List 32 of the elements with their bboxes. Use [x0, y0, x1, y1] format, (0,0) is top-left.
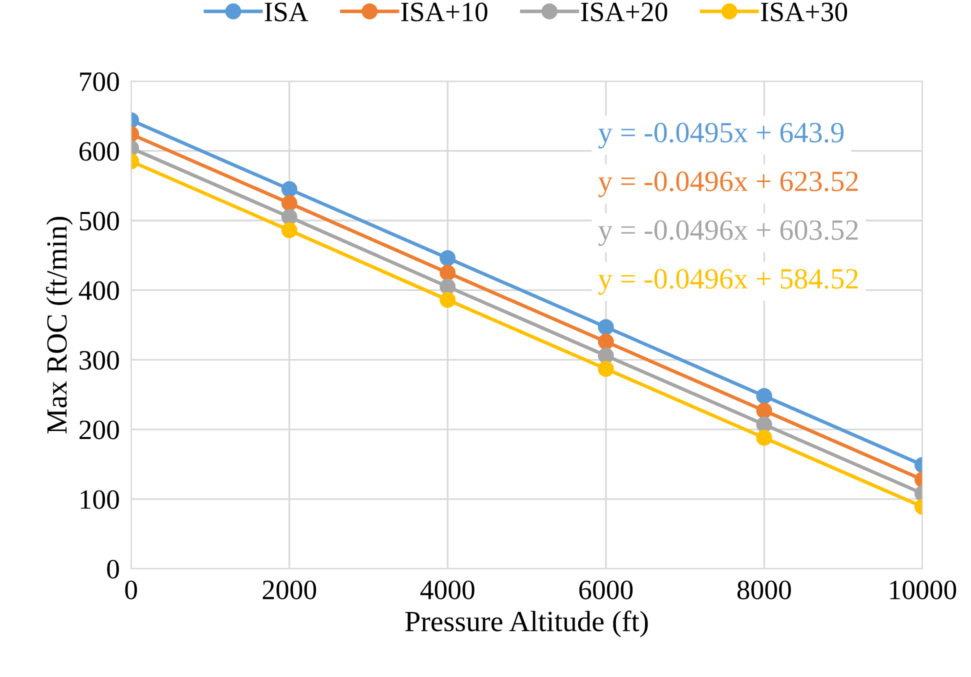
- point: [598, 319, 614, 336]
- point: [598, 348, 614, 364]
- y-tick-label: 100: [80, 490, 119, 509]
- annotation: y = -0.0496x + 623.52: [598, 172, 858, 198]
- y-tick-label: 700: [80, 72, 119, 92]
- y-tick-label: 500: [80, 212, 119, 230]
- x-tick-label: 4000: [420, 580, 474, 600]
- y-tick-label: 600: [80, 142, 119, 161]
- y-tick-label: 400: [78, 281, 119, 300]
- x-tick-label: 8000: [737, 580, 791, 600]
- y-tick-label: 300: [80, 350, 119, 370]
- point: [440, 278, 456, 295]
- point: [440, 292, 456, 308]
- point: [598, 334, 614, 350]
- point: [440, 264, 456, 281]
- y-axis-title: Max ROC (ft/min): [46, 216, 73, 434]
- legend-label: ISA: [264, 2, 308, 22]
- y-tick-label: 200: [80, 420, 119, 440]
- point: [440, 250, 456, 266]
- annotation: y = -0.0496x + 584.52: [598, 269, 858, 295]
- x-axis-title: Pressure Altitude (ft): [405, 610, 648, 638]
- legend-label: ISA+30: [760, 2, 848, 22]
- x-tick-label: 2000: [262, 580, 316, 600]
- point: [598, 360, 614, 377]
- legend-label: ISA+20: [581, 2, 668, 22]
- legend-label: ISA+10: [401, 2, 488, 22]
- x-tick-label: 10000: [890, 580, 956, 600]
- y-tick-label: 0: [107, 560, 119, 579]
- annotation: y = -0.0496x + 603.52: [598, 220, 858, 246]
- x-tick-label: 0: [125, 580, 137, 600]
- x-tick-label: 6000: [579, 580, 633, 600]
- annotation: y = -0.0495x + 643.9: [598, 122, 844, 148]
